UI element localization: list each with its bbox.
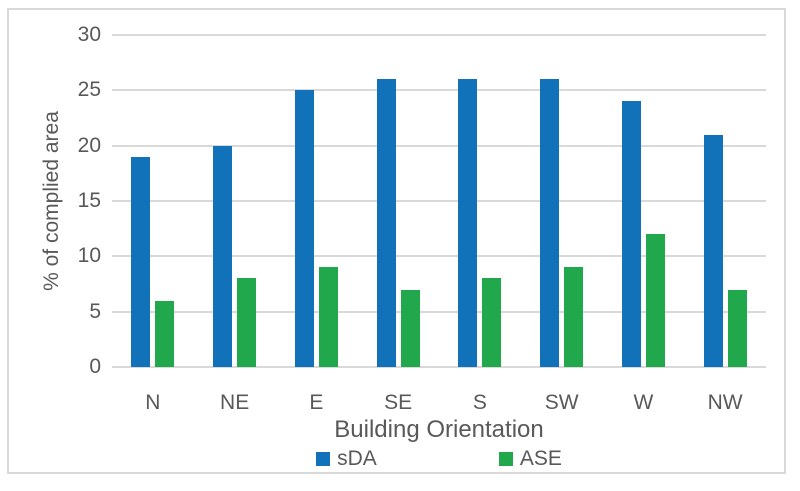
category-group-N (112, 35, 194, 367)
bar-ase-W (645, 234, 665, 367)
xtick-label-NE: NE (220, 391, 250, 414)
gridline-10 (112, 255, 766, 258)
ytick-label-10: 10 (77, 244, 101, 268)
ytick-label-15: 15 (77, 189, 101, 212)
gridline-15 (112, 200, 766, 202)
category-group-E (276, 35, 358, 367)
legend-label-sda: sDA (337, 447, 377, 470)
bar-ase-NW (727, 289, 747, 367)
xtick-label-SE: SE (384, 391, 413, 414)
bar-sda-N (131, 156, 151, 367)
ytick-label-25: 25 (77, 78, 101, 102)
xtick-label-N: N (145, 391, 161, 414)
bar-sda-SW (540, 79, 560, 367)
gridline-20 (112, 144, 766, 147)
legend-entry-ase: ASE (498, 447, 562, 471)
gridline-25 (112, 89, 766, 92)
bar-ase-E (318, 267, 338, 367)
legend: sDA ASE (112, 447, 766, 471)
bar-ase-NE (237, 278, 257, 367)
category-group-NE (194, 35, 276, 367)
category-group-SW (521, 35, 603, 367)
gridline-30 (112, 34, 766, 36)
xtick-label-W: W (633, 391, 654, 414)
category-group-S (439, 35, 521, 367)
plot-area (112, 34, 766, 368)
category-group-SE (357, 35, 439, 367)
x-axis-title: Building Orientation (334, 416, 544, 443)
legend-swatch-sda (316, 452, 331, 466)
bar-sda-SE (376, 79, 396, 367)
legend-entry-sda: sDA (316, 447, 377, 471)
bar-sda-S (458, 79, 478, 367)
xtick-label-S: S (472, 391, 487, 414)
category-group-NW (684, 35, 766, 367)
category-group-W (603, 35, 685, 367)
bar-sda-NW (703, 134, 723, 367)
ytick-label-20: 20 (77, 133, 101, 157)
ytick-label-5: 5 (89, 299, 101, 323)
xtick-label-SW: SW (544, 391, 579, 414)
ytick-label-0: 0 (89, 355, 101, 378)
bar-sda-W (621, 101, 641, 367)
chart-frame: % of complied area 0 5 10 15 20 25 30 N NE E SE S S… (7, 8, 786, 474)
legend-label-ase: ASE (519, 447, 562, 470)
gridline-0 (112, 366, 766, 368)
legend-swatch-ase (498, 452, 513, 466)
bar-ase-SE (400, 289, 420, 367)
bar-ase-S (482, 278, 502, 367)
xtick-label-E: E (309, 391, 324, 414)
gridline-5 (112, 310, 766, 313)
ytick-label-30: 30 (77, 23, 101, 46)
bar-sda-E (294, 90, 314, 367)
bar-ase-N (155, 300, 175, 367)
xtick-label-NW: NW (707, 391, 743, 414)
bar-ase-SW (564, 267, 584, 367)
bar-sda-NE (213, 145, 233, 367)
